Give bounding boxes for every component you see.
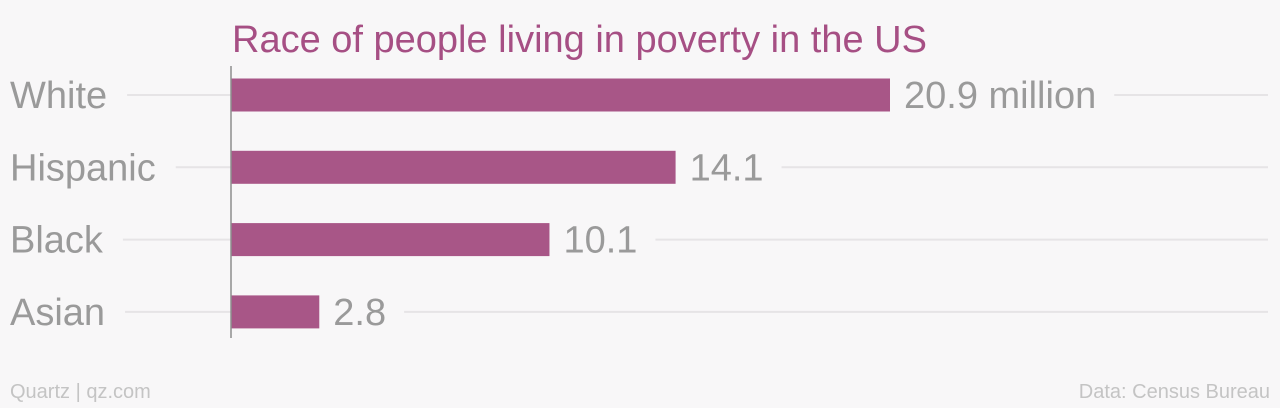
value-labels: 20.9 million 14.1 10.1 2.8: [333, 75, 1096, 334]
data-label: 2.8: [333, 292, 386, 334]
chart-title: Race of people living in poverty in the …: [232, 19, 927, 61]
data-label: 10.1: [563, 220, 637, 262]
category-labels: White Hispanic Black Asian: [10, 75, 156, 334]
category-label: Black: [10, 220, 104, 262]
bar: [231, 78, 890, 112]
category-label: White: [10, 75, 107, 117]
data-label: 14.1: [690, 147, 764, 189]
bar: [231, 150, 676, 184]
bar: [231, 223, 550, 257]
bar: [231, 295, 320, 329]
category-label: Hispanic: [10, 147, 156, 189]
gridlines: [122, 94, 1268, 313]
source-credit: Quartz | qz.com: [10, 381, 151, 403]
data-source: Data: Census Bureau: [1079, 381, 1270, 403]
data-label: 20.9 million: [904, 75, 1096, 117]
category-label: Asian: [10, 292, 105, 334]
bars: [231, 78, 890, 329]
